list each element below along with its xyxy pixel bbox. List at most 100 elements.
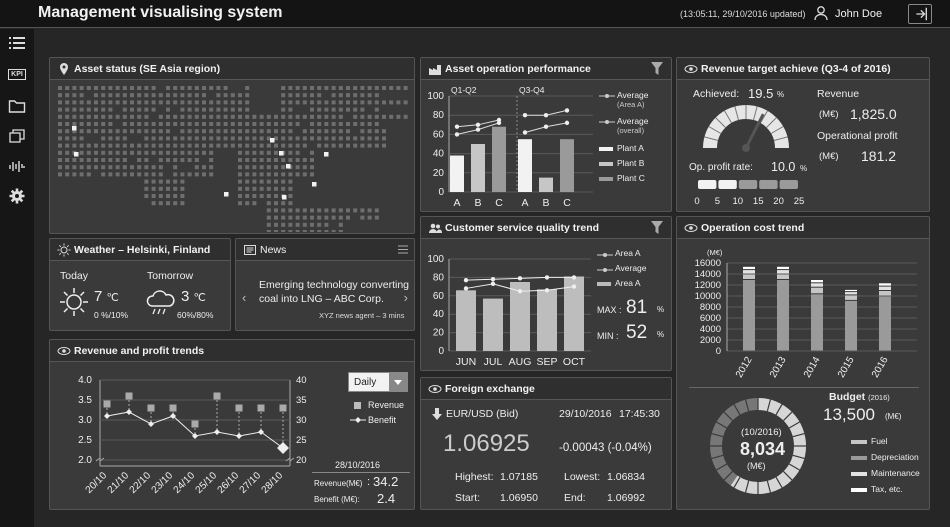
news-headline-line-2[interactable]: coal into LNG – ABC Corp. [259, 293, 384, 305]
map-dot [281, 208, 286, 213]
cost-bar-segment [845, 295, 857, 300]
news-prev-arrow[interactable]: ‹ [242, 290, 247, 305]
map-dot [223, 93, 228, 98]
y-tick-label: 40 [433, 149, 445, 160]
map-dot [310, 215, 314, 220]
map-dot [382, 100, 386, 105]
revenue-trends-title: Revenue and profit trends [74, 345, 205, 357]
map-dot [360, 114, 365, 119]
legend-maintenance-label: Maintenance [871, 468, 920, 478]
revenue-profit-chart[interactable]: 4.0 40 3.5 35 3.0 30 2.5 25 2.0 20 20/1021/1022/10… [50, 364, 340, 510]
y2-tick-label: 40 [296, 375, 307, 386]
map-dot [137, 172, 142, 177]
map-dot [144, 93, 149, 98]
period-dropdown[interactable]: Daily [348, 372, 408, 392]
map-dot [288, 215, 293, 220]
service-quality-chart[interactable]: 100 80 60 40 20 0 JUN JUL AUG SEP OCT [421, 241, 597, 371]
x-tick-label: 22/10 [128, 470, 154, 496]
folder-icon[interactable] [8, 97, 26, 115]
map-dot [238, 158, 242, 162]
map-dot [360, 208, 365, 213]
news-title: News [260, 244, 287, 256]
map-dot [338, 215, 343, 220]
map-dot [281, 86, 286, 90]
y-tick-label: 80 [433, 110, 445, 121]
legend-avg-overall-label: Average [617, 116, 649, 126]
asset-marker [324, 152, 329, 157]
legend-maintenance-swatch [851, 472, 867, 476]
cost-bar-segment [811, 280, 823, 283]
x-tick-label: C [495, 197, 503, 209]
map-dot [101, 122, 106, 126]
x-tick-label: JUN [456, 356, 476, 368]
map-dot [108, 129, 113, 134]
summary-divider [312, 472, 410, 473]
map-dot [194, 93, 199, 98]
news-panel: News ‹ › Emerging technology converting … [235, 238, 415, 331]
map-dot [281, 186, 286, 191]
filter-icon[interactable] [651, 221, 663, 234]
forex-pair: EUR/USD (Bid) [446, 408, 519, 420]
news-next-arrow[interactable]: › [403, 290, 408, 305]
map-dot [360, 215, 365, 220]
budget-donut-chart[interactable] [705, 393, 811, 499]
map-dot [331, 215, 336, 220]
logout-icon[interactable] [908, 4, 932, 24]
map-dot [274, 150, 278, 155]
revenue-point [147, 404, 155, 412]
news-headline-line-1[interactable]: Emerging technology converting [259, 279, 410, 291]
legend-depreciation-label: Depreciation [871, 452, 919, 462]
map-dot [324, 222, 329, 227]
map-dot [144, 107, 149, 112]
map-dot [115, 86, 120, 90]
quality-bar [564, 276, 584, 351]
user-name[interactable]: John Doe [835, 8, 883, 20]
filter-icon[interactable] [651, 62, 663, 75]
kpi-icon[interactable]: KPI [8, 65, 26, 83]
map-dot [281, 136, 286, 141]
map-dot [295, 143, 300, 148]
average-point [522, 113, 528, 118]
list-icon[interactable] [8, 34, 26, 52]
windows-icon[interactable] [8, 127, 26, 145]
map-dot [158, 186, 163, 191]
news-source: XYZ news agent – 3 mins [319, 311, 405, 320]
map-dot [158, 201, 163, 206]
y-tick-label: 4000 [700, 324, 721, 335]
profit-rate-label: Op. profit rate: [689, 162, 753, 173]
map-dot [202, 172, 206, 177]
y-tick-label: 100 [427, 91, 444, 102]
map-dot [353, 122, 358, 126]
asset-dot-map[interactable] [54, 82, 410, 232]
map-dot [180, 114, 185, 119]
map-pin-icon [60, 63, 68, 75]
map-dot [151, 150, 156, 155]
map-dot [144, 165, 149, 170]
weather-today-temp-value: 7 [94, 288, 103, 305]
dropdown-button[interactable] [389, 373, 407, 391]
gear-icon[interactable] [8, 187, 26, 205]
user-icon[interactable] [813, 5, 829, 21]
menu-icon[interactable] [398, 245, 408, 254]
x-tick-label: 27/10 [238, 470, 264, 496]
legend-avg-overall-sub: (overall) [617, 126, 645, 135]
trend-point [463, 286, 469, 291]
map-dot [288, 179, 293, 184]
map-dot [158, 143, 163, 148]
map-dot [288, 93, 293, 98]
operation-cost-chart[interactable]: (M€)160001400012000100008000600040002000… [677, 241, 930, 389]
map-dot [101, 158, 106, 162]
donut-segment-gap [783, 411, 793, 421]
map-dot [151, 122, 156, 126]
asset-performance-chart[interactable]: 100 80 60 40 20 0 Q1-Q2 Q3-Q4 A B C A B C [421, 82, 597, 212]
asset-marker [72, 126, 77, 131]
weather-header: Weather – Helsinki, Finland [50, 239, 230, 261]
map-dot [180, 136, 185, 141]
sound-bars-icon[interactable] [8, 157, 26, 175]
map-dot [259, 122, 264, 126]
benefit-point [236, 433, 242, 439]
map-dot [288, 150, 293, 155]
weather-tomorrow-temp-unit: ℃ [193, 292, 206, 304]
map-dot [137, 100, 142, 105]
map-dot [374, 122, 379, 126]
